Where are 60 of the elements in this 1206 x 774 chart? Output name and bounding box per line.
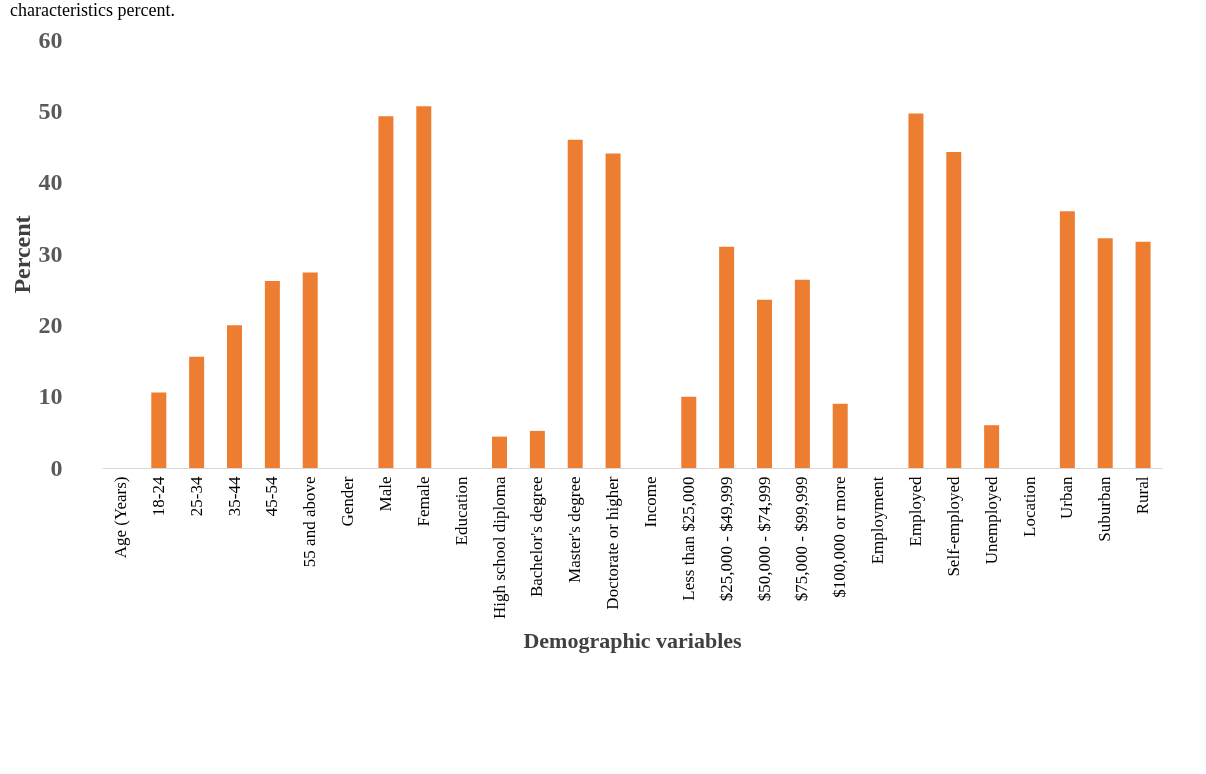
x-tick-label: $25,000 - $49,999 [716, 476, 736, 602]
x-tick-label: Age (Years) [110, 476, 130, 559]
x-tick-label: 45-54 [262, 476, 282, 517]
x-tick-label: 55 and above [300, 476, 320, 568]
bar [794, 279, 810, 468]
x-tick-label: Rural [1133, 476, 1153, 515]
y-tick-label: 50 [38, 97, 63, 124]
bar [151, 392, 167, 468]
text: characteristics percent. [10, 0, 175, 20]
y-tick-label: 30 [38, 240, 63, 267]
x-tick-label: 25-34 [186, 476, 206, 517]
x-tick-label: Bachelor's degree [527, 476, 547, 598]
bar [946, 151, 962, 468]
bar [757, 299, 772, 468]
x-axis-title: Demographic variables [523, 628, 742, 654]
bar [264, 281, 280, 468]
bar [529, 430, 545, 468]
x-tick-label: Employment [868, 476, 888, 565]
x-tick-label: Male [375, 476, 395, 512]
bar [984, 425, 1000, 468]
y-tick-label: 10 [38, 383, 63, 410]
bar [378, 116, 394, 468]
x-tick-label: Less than $25,000 [678, 476, 698, 601]
y-axis-title: Percent [8, 215, 35, 294]
x-tick-label: 35-44 [224, 476, 244, 517]
x-tick-label: High school diploma [489, 476, 509, 620]
x-tick-label: Education [451, 476, 471, 546]
x-tick-label: Female [413, 476, 433, 527]
y-tick-label: 60 [38, 26, 63, 53]
bar [302, 272, 318, 468]
y-tick-label: 40 [38, 169, 63, 196]
bar [1135, 241, 1151, 468]
x-tick-label: Employed [905, 476, 925, 547]
x-tick-label: Urban [1057, 476, 1077, 519]
bar [908, 113, 924, 468]
bar [719, 246, 735, 468]
bar [605, 153, 621, 468]
bar [416, 106, 432, 468]
x-tick-label: Income [640, 476, 660, 528]
x-tick-label: Gender [338, 476, 358, 527]
bar [492, 436, 507, 468]
bar [832, 403, 848, 468]
bar [189, 356, 205, 468]
x-tick-label: Suburban [1095, 476, 1115, 542]
y-tick-label: 0 [50, 454, 63, 481]
bar [567, 139, 583, 468]
x-tick-label: $75,000 - $99,999 [792, 476, 812, 602]
bar [1059, 211, 1075, 468]
bar [681, 396, 697, 468]
x-tick-label: Location [1019, 476, 1039, 537]
x-tick-label: $100,000 or more [830, 476, 850, 598]
x-tick-label: Unemployed [981, 476, 1001, 565]
x-tick-label: $50,000 - $74,999 [754, 476, 774, 602]
x-tick-label: Self-employed [943, 476, 963, 577]
x-tick-label: 18-24 [148, 476, 168, 517]
bar [227, 325, 242, 468]
x-tick-label: Doctorate or higher [603, 476, 623, 610]
x-tick-label: Master's degree [565, 476, 585, 583]
bar [1097, 238, 1113, 468]
y-tick-label: 20 [38, 311, 63, 338]
